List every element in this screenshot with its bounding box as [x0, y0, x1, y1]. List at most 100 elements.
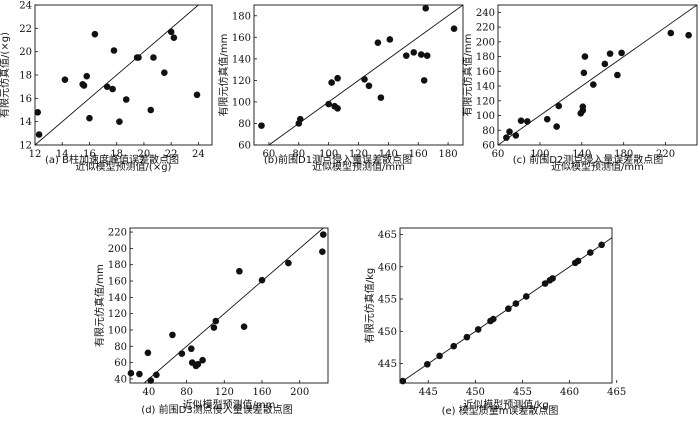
x-tick-label: 40: [142, 387, 155, 398]
x-tick-label: 120: [215, 387, 234, 398]
data-point-c-17: [614, 71, 621, 79]
data-point-a-6: [83, 72, 91, 80]
data-point-e-6: [474, 326, 482, 333]
y-axis-label-c: 有限元仿真值/mm: [461, 34, 474, 117]
y-tick-label: 100: [476, 111, 495, 122]
x-tick-label: 445: [419, 387, 438, 398]
data-point-b-1: [258, 122, 265, 129]
y-tick-label: 80: [238, 119, 251, 130]
y-tick-label: 465: [378, 230, 397, 241]
x-axis-label-a: 近似模型预测值/(×g): [76, 160, 172, 173]
data-point-d-17: [258, 276, 266, 284]
scatter-panel-c: 60 100 140 180 220 60 80 100 120 140 160 180 200 220 2…: [461, 4, 698, 173]
x-tick-label: 200: [290, 387, 309, 398]
plot-frame-d: [129, 227, 329, 384]
y-tick-label: 12: [19, 141, 32, 152]
y-tick-label: 100: [108, 325, 127, 336]
caption-d: (d) 前围D3测点侵入量误差散点图: [141, 403, 292, 416]
scatter-panel-b: 60 80 100 120 140 160 180 60 80 100 120 140 160 180 近似…: [217, 4, 464, 173]
x-tick-label: 140: [379, 149, 398, 160]
y-tick-label: 40: [114, 374, 127, 385]
x-tick-label: 22: [165, 149, 178, 160]
y-tick-label: 120: [108, 309, 127, 320]
data-point-a-2: [35, 131, 43, 138]
y-axis-label-b: 有限元仿真值/mm: [217, 34, 230, 117]
plot-frame-e: [399, 227, 613, 384]
x-tick-label: 465: [607, 387, 626, 398]
y-tick-label: 200: [108, 244, 127, 255]
x-tick-label: 18: [110, 149, 123, 160]
x-tick-label: 60: [263, 149, 276, 160]
plot-frame-c: [497, 4, 698, 146]
plot-frame-b: [253, 4, 464, 146]
data-point-c-4: [517, 117, 525, 124]
data-point-a-12: [116, 118, 123, 125]
y-axis-label-a: 有限元仿真值/(×g): [0, 32, 11, 118]
data-point-b-20: [450, 25, 458, 32]
data-point-b-11: [374, 39, 382, 46]
reference-line-d: [143, 228, 324, 383]
data-point-c-11: [579, 103, 587, 110]
data-point-c-19: [667, 29, 675, 37]
x-tick-label: 24: [192, 149, 205, 160]
x-tick-label: 60: [492, 149, 505, 160]
data-point-a-16: [147, 106, 155, 114]
y-tick-label: 140: [108, 293, 127, 304]
data-point-a-1: [34, 109, 42, 116]
data-point-b-16: [417, 51, 425, 58]
y-tick-label: 120: [476, 96, 495, 107]
y-tick-label: 450: [378, 327, 397, 338]
data-point-a-11: [110, 47, 118, 54]
data-point-e-9: [505, 305, 512, 313]
y-tick-label: 200: [476, 37, 495, 48]
data-point-d-19: [319, 248, 326, 255]
data-point-d-15: [236, 267, 243, 275]
y-tick-label: 120: [232, 76, 251, 87]
data-point-e-12: [541, 280, 549, 287]
data-point-b-18: [422, 4, 429, 12]
data-point-a-20: [170, 34, 178, 41]
caption-a: (a) B柱加速度峰值误差散点图: [45, 153, 179, 166]
data-point-a-15: [135, 54, 142, 61]
data-point-b-4: [325, 100, 332, 108]
y-tick-label: 160: [476, 67, 495, 78]
y-tick-label: 240: [476, 8, 495, 19]
data-point-e-4: [450, 342, 458, 350]
x-tick-label: 16: [83, 149, 96, 160]
data-point-c-6: [543, 115, 551, 123]
data-point-c-5: [524, 118, 531, 125]
reference-line-c: [498, 5, 697, 145]
y-tick-label: 220: [108, 228, 127, 239]
data-point-e-10: [512, 300, 520, 307]
data-point-c-13: [581, 53, 589, 60]
data-point-c-18: [618, 49, 625, 57]
y-tick-label: 16: [19, 94, 32, 105]
y-tick-label: 20: [19, 47, 32, 58]
x-tick-label: 14: [56, 149, 69, 160]
data-point-a-7: [86, 114, 93, 122]
y-tick-label: 24: [19, 1, 32, 12]
scatter-panel-e: 445 450 455 460 465 445 450 455 460 465 近似模型预测值/kg…: [363, 227, 626, 417]
y-tick-label: 460: [378, 262, 397, 273]
x-tick-label: 80: [180, 387, 193, 398]
y-tick-label: 18: [19, 71, 32, 82]
data-point-e-1: [399, 377, 407, 385]
x-tick-label: 220: [656, 149, 675, 160]
data-point-a-10: [109, 85, 116, 93]
data-point-c-1: [503, 134, 510, 141]
x-tick-label: 100: [319, 149, 338, 160]
data-point-d-20: [319, 231, 327, 238]
data-point-d-4: [147, 377, 155, 384]
data-point-d-12: [199, 356, 206, 364]
y-tick-label: 180: [476, 52, 495, 63]
y-tick-label: 100: [232, 97, 251, 108]
plot-frame-a: [34, 4, 213, 146]
y-tick-label: 160: [108, 277, 127, 288]
data-point-a-5: [80, 82, 88, 89]
y-tick-label: 22: [19, 24, 32, 35]
data-point-e-11: [522, 293, 530, 300]
data-point-c-3: [512, 132, 520, 139]
data-point-b-17: [420, 77, 428, 84]
data-point-a-13: [122, 96, 130, 103]
